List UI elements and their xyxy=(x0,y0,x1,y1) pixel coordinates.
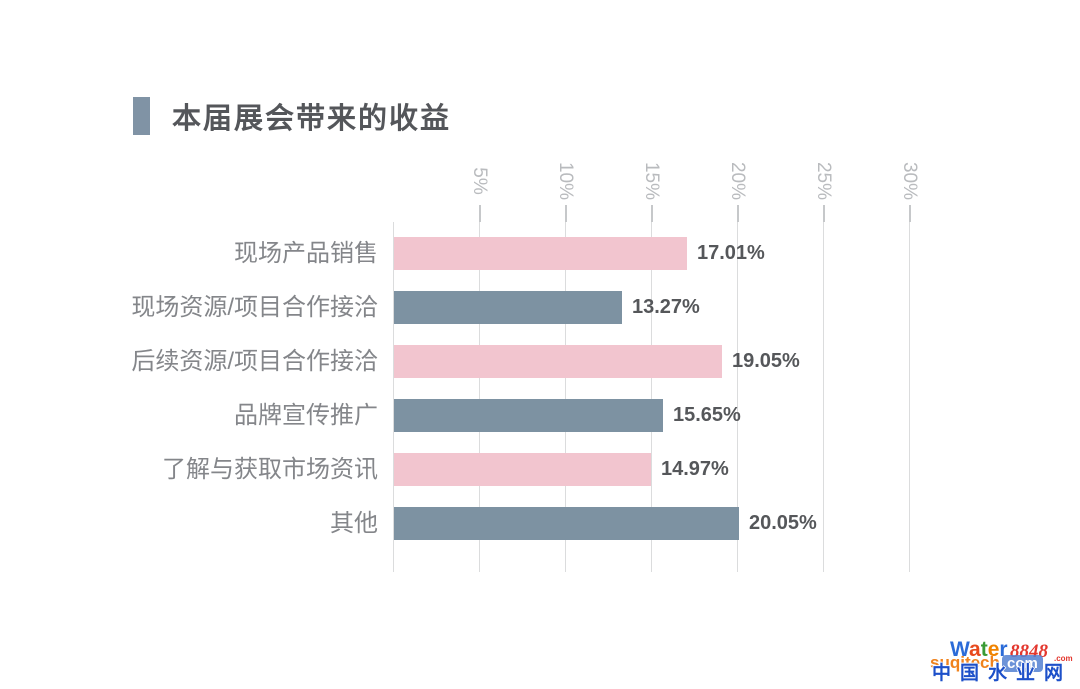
category-label: 后续资源/项目合作接洽 xyxy=(131,348,378,375)
category-label: 现场资源/项目合作接洽 xyxy=(131,294,378,321)
x-axis-tick-label: 10% xyxy=(555,161,576,201)
y-axis-line xyxy=(393,222,394,572)
bar xyxy=(394,237,687,270)
x-axis-tick-label: 20% xyxy=(727,161,748,201)
x-axis-tick xyxy=(737,205,739,222)
watermark-cn-text: 中国水业网 xyxy=(932,663,1073,684)
bar xyxy=(394,291,622,324)
x-axis-tick-label: 30% xyxy=(899,161,920,201)
bar xyxy=(394,345,722,378)
x-axis-tick xyxy=(909,205,911,222)
page-title: 本届展会带来的收益 xyxy=(172,103,452,135)
value-label: 17.01% xyxy=(697,242,765,264)
watermark-com-small-text: .com xyxy=(1054,654,1073,663)
watermark-water-text: Water xyxy=(950,638,1008,662)
x-axis-tick xyxy=(823,205,825,222)
gridline xyxy=(479,222,480,572)
gridline xyxy=(909,222,910,572)
category-label: 品牌宣传推广 xyxy=(234,402,378,429)
category-label: 了解与获取市场资讯 xyxy=(162,456,378,483)
title-marker-bar xyxy=(133,97,150,135)
x-axis-tick xyxy=(651,205,653,222)
watermark-water-letter: e xyxy=(987,638,1000,661)
value-label: 14.97% xyxy=(661,458,729,480)
value-label: 13.27% xyxy=(632,296,700,318)
value-label: 19.05% xyxy=(732,350,800,372)
category-label: 其他 xyxy=(330,510,378,537)
gridline xyxy=(651,222,652,572)
watermark-water-letter: r xyxy=(999,638,1008,661)
bar xyxy=(394,507,739,540)
x-axis-tick xyxy=(565,205,567,222)
watermark-water-letter: t xyxy=(980,638,988,661)
gridline xyxy=(565,222,566,572)
bar xyxy=(394,399,663,432)
x-axis-tick-label: 25% xyxy=(813,161,834,201)
watermark-water-letter: W xyxy=(950,638,970,661)
watermark: suqitech Water 8848 .com com 中国水业网 xyxy=(930,638,1080,689)
value-label: 20.05% xyxy=(749,512,817,534)
watermark-water-letter: a xyxy=(969,638,981,661)
value-label: 15.65% xyxy=(673,404,741,426)
bar xyxy=(394,453,651,486)
gridline xyxy=(737,222,738,572)
category-label: 现场产品销售 xyxy=(234,240,378,267)
x-axis-tick xyxy=(479,205,481,222)
gridline xyxy=(823,222,824,572)
watermark-com-badge: com xyxy=(1002,655,1043,672)
x-axis-tick-label: 5% xyxy=(469,167,490,195)
x-axis-tick-label: 15% xyxy=(641,161,662,201)
watermark-suqitech-text: suqitech xyxy=(930,653,1000,672)
